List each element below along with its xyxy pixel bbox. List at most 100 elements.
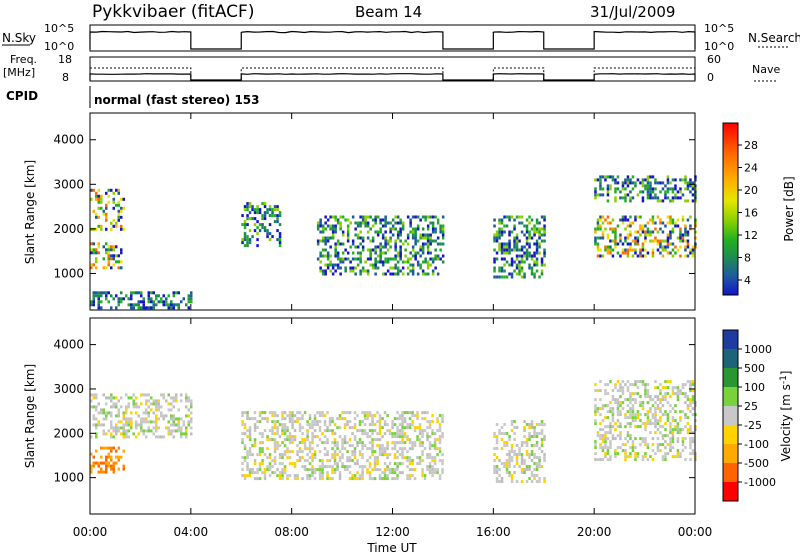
cell-powerData-3 — [273, 214, 277, 218]
cell-velData-2 — [318, 429, 322, 433]
cell-powerData-3 — [241, 241, 244, 245]
cell-velData-2 — [243, 447, 247, 451]
cell-velData-2 — [341, 441, 344, 445]
cell-powerData-4 — [359, 269, 362, 273]
cell-velData-2 — [411, 444, 414, 448]
cell-powerData-6 — [619, 236, 622, 240]
cell-powerData-5 — [535, 239, 539, 243]
cell-velData-2 — [386, 477, 389, 481]
cell-powerData-6 — [606, 236, 610, 240]
cell-powerData-4 — [384, 272, 387, 276]
cell-powerData-2 — [162, 294, 165, 298]
cell-powerData-2 — [170, 303, 173, 307]
cell-velData-4 — [596, 431, 600, 435]
cell-powerData-4 — [419, 245, 422, 249]
cell-velData-2 — [263, 429, 267, 433]
cell-velData-2 — [423, 417, 427, 421]
cell-powerData-5 — [503, 269, 506, 273]
cell-velData-2 — [398, 414, 402, 418]
nave-tick-low: 0 — [707, 71, 714, 84]
cell-velData-4 — [641, 383, 645, 387]
cell-velData-2 — [301, 414, 304, 418]
cell-powerData-4 — [399, 233, 402, 237]
cell-velData-3 — [508, 465, 511, 468]
cell-velData-4 — [604, 455, 607, 459]
cell-velData-2 — [358, 465, 362, 469]
cell-velData-2 — [396, 426, 399, 430]
cell-powerData-4 — [374, 266, 377, 270]
cell-velData-2 — [241, 438, 244, 442]
cell-powerData-4 — [336, 251, 340, 255]
cell-velData-2 — [361, 420, 364, 424]
cell-powerData-2 — [187, 300, 190, 304]
cell-powerData-5 — [535, 248, 539, 252]
cell-velData-3 — [540, 441, 544, 444]
cell-velData-2 — [418, 423, 422, 427]
cell-velData-4 — [651, 404, 655, 408]
cell-velData-3 — [500, 462, 504, 465]
cell-velData-2 — [273, 426, 277, 430]
cell-powerData-6 — [651, 221, 655, 225]
cell-velData-4 — [629, 395, 632, 399]
cell-velData-4 — [679, 455, 682, 459]
cell-powerData-6 — [626, 248, 630, 252]
cell-velData-2 — [301, 417, 304, 421]
cell-velData-2 — [401, 423, 404, 427]
cell-velData-3 — [515, 456, 519, 459]
cell-powerData-0 — [115, 203, 118, 207]
cell-powerData-4 — [324, 221, 327, 225]
cell-velData-4 — [676, 389, 680, 393]
cell-powerData-1 — [92, 251, 95, 255]
cell-velData-3 — [538, 459, 541, 462]
cell-velData-4 — [691, 440, 695, 444]
cell-velData-2 — [371, 441, 374, 445]
cell-velData-4 — [619, 389, 622, 393]
cell-powerData-4 — [379, 260, 382, 264]
cell-powerData-7 — [641, 178, 645, 182]
cell-powerData-4 — [406, 272, 410, 276]
cell-velData-2 — [246, 417, 249, 421]
cell-powerData-2 — [122, 297, 125, 301]
cell-velData-4 — [646, 419, 650, 423]
cell-velData-4 — [644, 455, 647, 459]
cell-velData-2 — [371, 420, 374, 424]
cell-powerData-4 — [344, 266, 347, 270]
cell-powerData-7 — [594, 193, 597, 197]
cell-powerData-2 — [92, 303, 95, 307]
cell-velData-2 — [241, 468, 244, 472]
cell-powerData-2 — [147, 291, 150, 295]
cell-velData-4 — [629, 398, 632, 402]
cell-velData-4 — [691, 452, 695, 456]
cell-velData-4 — [689, 428, 692, 432]
cell-powerData-5 — [495, 233, 499, 237]
velocity-cb-block — [723, 330, 738, 350]
cell-velData-3 — [525, 453, 529, 456]
cell-velData-2 — [308, 477, 312, 481]
cell-velData-4 — [626, 386, 630, 390]
cell-velData-4 — [661, 404, 665, 408]
cell-velData-4 — [621, 389, 625, 393]
cell-velData-2 — [306, 438, 309, 442]
cell-velData-2 — [401, 471, 404, 475]
cell-velData-2 — [283, 444, 287, 448]
cell-velData-4 — [626, 389, 630, 393]
cell-powerData-3 — [261, 223, 264, 227]
cell-velData-4 — [631, 398, 635, 402]
cell-velData-1 — [155, 429, 158, 433]
cell-powerData-4 — [406, 242, 410, 246]
cell-powerData-6 — [614, 233, 617, 237]
cell-velData-2 — [308, 474, 312, 478]
cell-velData-3 — [528, 468, 531, 471]
cell-velData-4 — [659, 416, 662, 420]
cell-velData-2 — [438, 423, 442, 427]
cell-powerData-2 — [110, 306, 113, 310]
cell-powerData-4 — [394, 254, 397, 258]
cell-powerData-5 — [530, 272, 534, 276]
cell-velData-3 — [505, 441, 509, 444]
cell-powerData-4 — [386, 269, 390, 273]
cell-powerData-3 — [263, 205, 267, 209]
cell-powerData-2 — [100, 291, 103, 295]
cell-powerData-2 — [135, 291, 138, 295]
cell-powerData-5 — [543, 251, 546, 255]
cell-velData-4 — [641, 440, 645, 444]
